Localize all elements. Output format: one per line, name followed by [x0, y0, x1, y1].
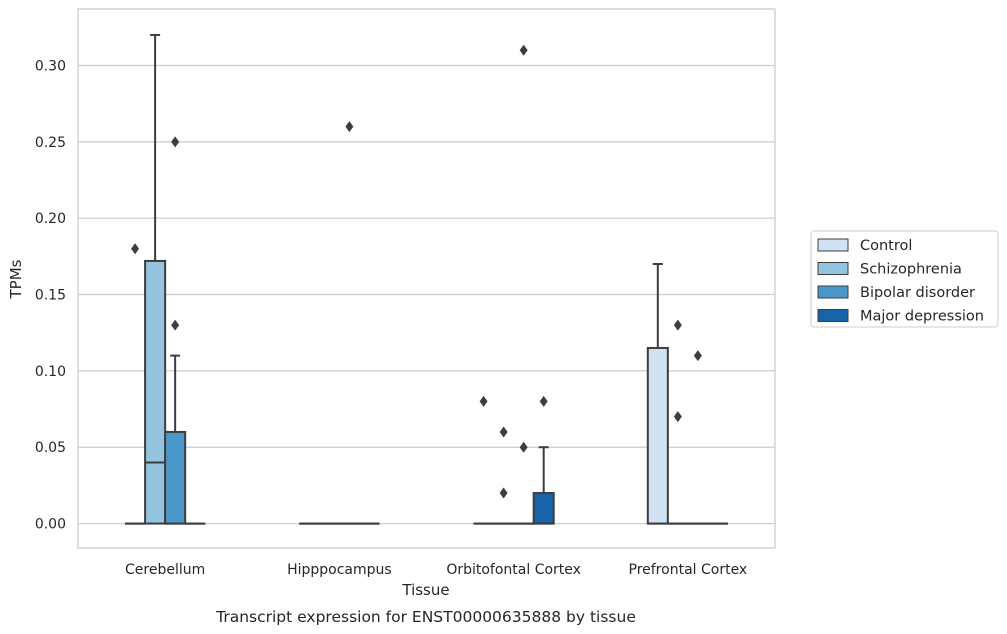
- legend-entry: Bipolar disorder: [817, 285, 975, 301]
- outlier-point: [519, 44, 528, 56]
- box-0-1: [144, 33, 167, 525]
- box-3-2: [687, 350, 708, 525]
- box-3-0: [646, 262, 669, 525]
- box-3-1: [667, 319, 688, 525]
- outlier-point: [499, 426, 508, 438]
- x-tick-label: Cerebellum: [125, 562, 205, 578]
- outlier-point: [499, 487, 508, 499]
- y-tick-label: 0.30: [35, 58, 66, 74]
- boxes: [125, 33, 728, 525]
- outlier-point: [519, 441, 528, 453]
- outlier-point: [171, 136, 180, 148]
- y-tick-label: 0.25: [35, 135, 66, 151]
- legend-label: Bipolar disorder: [860, 285, 975, 301]
- y-tick-label: 0.00: [35, 517, 66, 533]
- legend-entry: Schizophrenia: [817, 262, 962, 278]
- outlier-point: [693, 350, 702, 362]
- legend-swatch: [817, 238, 849, 252]
- box-iqr: [532, 492, 555, 525]
- box-iqr: [144, 259, 167, 525]
- outlier-point: [673, 411, 682, 423]
- legend-swatch: [817, 309, 849, 322]
- y-tick-label: 0.05: [35, 440, 66, 456]
- box-iqr: [164, 430, 187, 525]
- outlier-point: [673, 319, 682, 331]
- box-2-0: [473, 395, 494, 525]
- outlier-point: [539, 395, 548, 407]
- x-tick-label: Orbitofontal Cortex: [446, 562, 581, 578]
- legend-swatch: [817, 262, 849, 275]
- box-2-2: [513, 44, 534, 525]
- legend-frame: [810, 230, 999, 328]
- y-tick-label: 0.20: [35, 211, 66, 227]
- legend-entry: Control: [817, 238, 912, 254]
- y-axis-label: TPMs: [7, 259, 25, 299]
- x-tick-label: Hipppocampus: [287, 562, 392, 578]
- legend-entry: Major depression: [817, 309, 984, 325]
- legend-swatch: [817, 285, 849, 299]
- legend-entries: Control Schizophrenia Bipolar disorder Majo…: [817, 238, 984, 325]
- x-tick-label: Prefrontal Cortex: [629, 562, 748, 578]
- legend-label: Control: [860, 238, 912, 254]
- box-0-0: [125, 243, 146, 525]
- box-1-2: [339, 121, 360, 525]
- y-axis-ticks: 0.00 0.05 0.10 0.15 0.20 0.25 0.30: [35, 58, 66, 532]
- box-0-2: [164, 136, 187, 525]
- box-iqr: [646, 346, 669, 525]
- outlier-point: [171, 319, 180, 331]
- chart-caption: Transcript expression for ENST0000063588…: [215, 608, 636, 626]
- legend-label: Schizophrenia: [860, 262, 962, 278]
- outlier-point: [345, 121, 354, 133]
- x-axis-ticks: Cerebellum Hipppocampus Orbitofontal Corte…: [125, 562, 747, 578]
- outlier-point: [479, 395, 488, 407]
- legend-label: Major depression: [860, 309, 984, 325]
- outlier-point: [131, 243, 140, 255]
- legend: Control Schizophrenia Bipolar disorder Majo…: [810, 230, 999, 328]
- box-2-1: [493, 426, 514, 525]
- y-tick-label: 0.15: [35, 288, 66, 304]
- y-tick-label: 0.10: [35, 364, 66, 380]
- box-2-3: [532, 395, 555, 525]
- x-axis-label: Tissue: [401, 581, 449, 599]
